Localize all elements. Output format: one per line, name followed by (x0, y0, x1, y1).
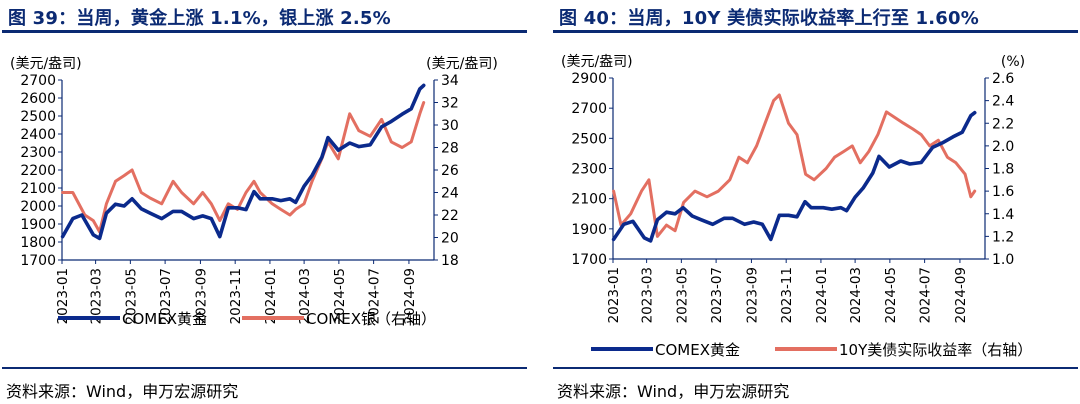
title-divider (2, 30, 527, 33)
legend-label: COMEX黄金 (655, 341, 740, 359)
source-divider (2, 367, 527, 369)
right-tick-label: 26 (441, 163, 459, 179)
left-tick-label: 2300 (20, 145, 56, 161)
right-unit-label: (%) (1001, 54, 1025, 70)
x-tick-label: 2024-09 (953, 267, 969, 323)
left-tick-label: 2500 (571, 131, 607, 147)
left-unit-label: (美元/盎司) (10, 56, 82, 72)
left-tick-label: 2700 (571, 101, 607, 117)
left-tick-label: 2900 (571, 71, 607, 87)
x-tick-label: 2024-05 (332, 268, 348, 324)
x-tick-label: 2023-03 (640, 267, 656, 323)
left-tick-label: 1900 (571, 222, 607, 238)
left-tick-label: 1700 (571, 252, 607, 268)
left-tick-label: 1800 (20, 235, 56, 251)
figure-title: 图 39：当周，黄金上涨 1.1%，银上涨 2.5% (8, 8, 391, 29)
gold-silver-chart: (美元/盎司) (美元/盎司) 1700 1800 1900 2000 2100 2200 23… (10, 56, 498, 328)
left-tick-label: 1700 (20, 253, 56, 269)
right-tick-label: 18 (441, 253, 459, 269)
left-tick-label: 2200 (20, 163, 56, 179)
right-tick-label: 1.8 (992, 162, 1014, 178)
right-tick-label: 20 (441, 231, 459, 247)
source-divider (553, 367, 1078, 369)
x-tick-label: 2023-07 (158, 268, 174, 324)
x-tick-label: 2024-03 (297, 268, 313, 324)
right-tick-label: 1.6 (992, 184, 1014, 200)
left-tick-label: 2400 (20, 127, 56, 143)
right-tick-label: 2.6 (992, 71, 1014, 87)
right-tick-label: 22 (441, 208, 459, 224)
x-tick-label: 2024-01 (263, 268, 279, 324)
left-tick-label: 2000 (20, 199, 56, 215)
right-tick-label: 1.4 (992, 207, 1014, 223)
source-note: 资料来源：Wind，申万宏源研究 (557, 382, 790, 401)
left-tick-label: 2100 (571, 192, 607, 208)
x-tick-label: 2023-09 (744, 267, 760, 323)
left-tick-label: 2100 (20, 181, 56, 197)
chart-panel-gold-real-yield: 图 40：当周，10Y 美债实际收益率上行至 1.60% (美元/盎司) (%) 1… (553, 0, 1078, 404)
x-tick-label: 2023-09 (193, 268, 209, 324)
x-tick-label: 2023-07 (709, 267, 725, 323)
right-tick-label: 28 (441, 141, 459, 157)
right-tick-label: 2.0 (992, 139, 1014, 155)
left-unit-label: (美元/盎司) (561, 54, 633, 70)
series-line-gold (611, 110, 977, 243)
x-tick-label: 2024-07 (367, 268, 383, 324)
right-unit-label: (美元/盎司) (426, 56, 498, 72)
right-tick-label: 34 (441, 73, 459, 89)
x-tick-label: 2023-01 (606, 267, 622, 323)
series-line-gold (60, 83, 426, 241)
left-tick-label: 2300 (571, 162, 607, 178)
left-tick-label: 1900 (20, 217, 56, 233)
title-divider (553, 30, 1078, 33)
x-tick-label: 2023-11 (228, 268, 244, 324)
series-line-secondary (61, 101, 426, 234)
x-tick-label: 2023-05 (123, 268, 139, 324)
x-tick-label: 2023-01 (55, 268, 71, 324)
right-tick-label: 24 (441, 186, 459, 202)
x-tick-label: 2024-03 (848, 267, 864, 323)
x-tick-label: 2024-01 (814, 267, 830, 323)
legend-label: COMEX黄金 (122, 310, 207, 328)
chart-panel-gold-silver: 图 39：当周，黄金上涨 1.1%，银上涨 2.5% (美元/盎司) (美元/盎司… (2, 0, 527, 404)
series-line-secondary (612, 93, 977, 238)
left-tick-label: 2500 (20, 109, 56, 125)
left-tick-label: 2600 (20, 91, 56, 107)
gold-real-yield-chart: (美元/盎司) (%) 1700 1900 2100 2300 2500 2700 2900 1.… (561, 54, 1032, 359)
figure-title: 图 40：当周，10Y 美债实际收益率上行至 1.60% (559, 8, 979, 29)
right-tick-label: 32 (441, 96, 459, 112)
x-tick-label: 2023-03 (89, 268, 105, 324)
right-tick-label: 1.2 (992, 229, 1014, 245)
x-tick-label: 2023-11 (779, 267, 795, 323)
x-tick-label: 2024-05 (883, 267, 899, 323)
legend-label: 10Y美债实际收益率（右轴） (839, 341, 1032, 359)
x-tick-label: 2023-05 (674, 267, 690, 323)
right-tick-label: 30 (441, 118, 459, 134)
source-note: 资料来源：Wind，申万宏源研究 (6, 382, 239, 401)
right-tick-label: 1.0 (992, 252, 1014, 268)
right-tick-label: 2.2 (992, 116, 1014, 132)
x-tick-label: 2024-09 (402, 268, 418, 324)
right-tick-label: 2.4 (992, 94, 1014, 110)
x-tick-label: 2024-07 (918, 267, 934, 323)
legend-label: COMEX银（右轴） (306, 310, 436, 328)
left-tick-label: 2700 (20, 73, 56, 89)
